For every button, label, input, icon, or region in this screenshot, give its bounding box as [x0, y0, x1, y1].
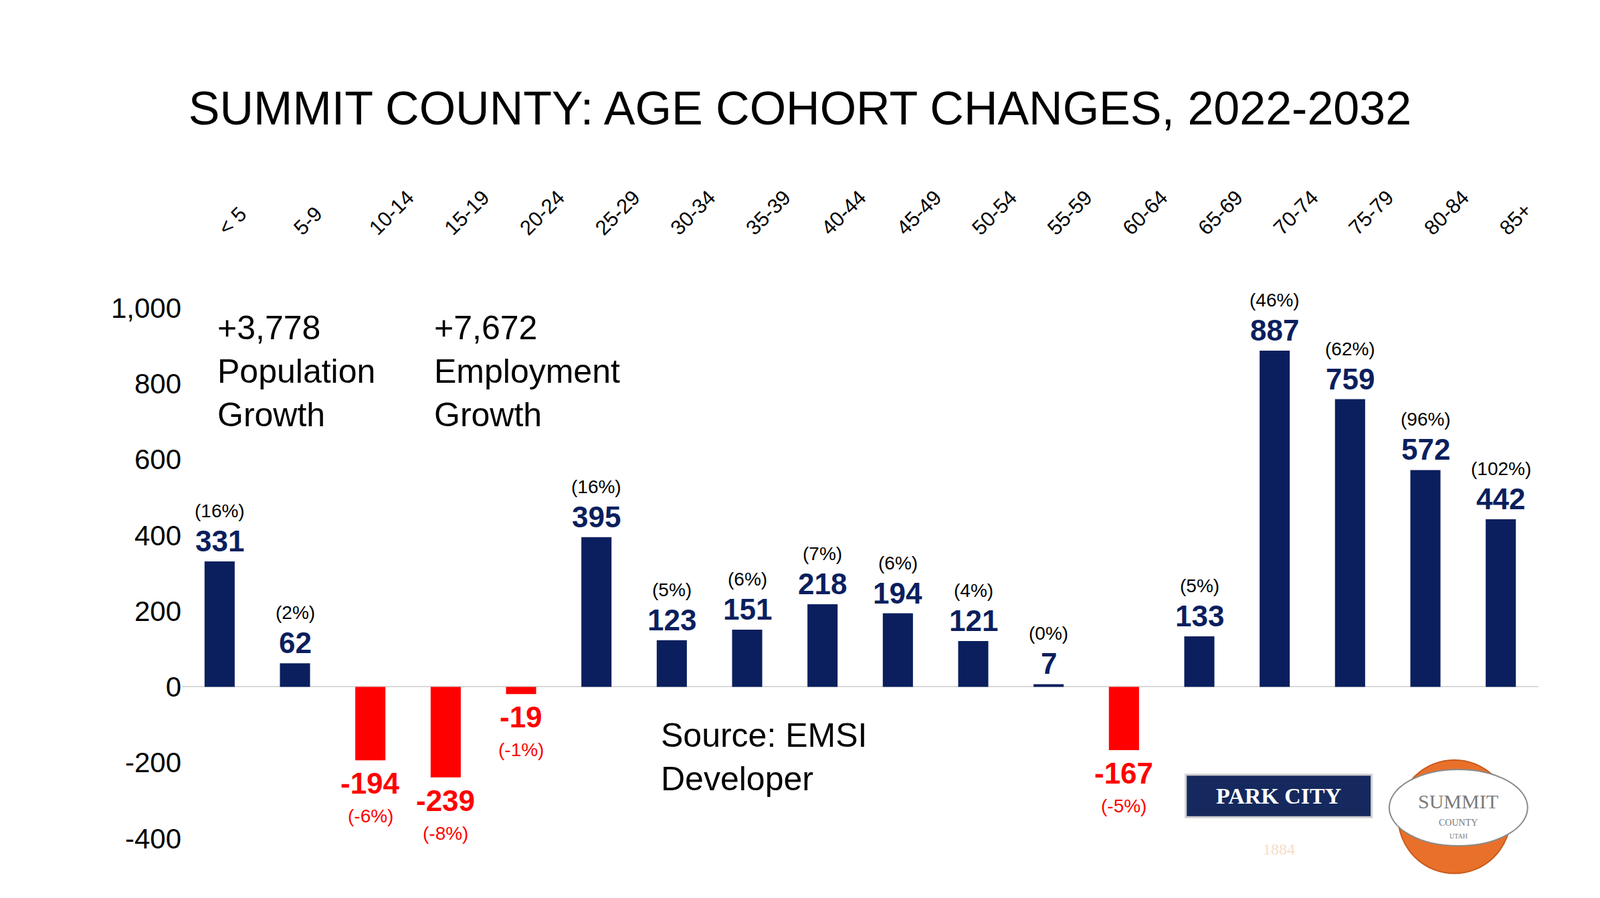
svg-text:(16%): (16%) — [571, 476, 622, 497]
svg-text:(6%): (6%) — [727, 568, 768, 590]
svg-text:(5%): (5%) — [652, 579, 692, 600]
svg-text:7: 7 — [1040, 646, 1057, 680]
svg-text:(6%): (6%) — [878, 552, 918, 574]
svg-text:(7%): (7%) — [802, 543, 843, 564]
svg-text:(4%): (4%) — [953, 579, 994, 601]
svg-text:85+: 85+ — [1494, 197, 1537, 240]
svg-text:400: 400 — [134, 519, 182, 552]
svg-text:50-54: 50-54 — [967, 185, 1022, 240]
svg-text:-400: -400 — [125, 822, 182, 855]
svg-text:151: 151 — [723, 592, 772, 626]
svg-text:194: 194 — [872, 576, 923, 610]
svg-text:395: 395 — [571, 500, 621, 534]
svg-text:-200: -200 — [125, 746, 182, 778]
svg-text:123: 123 — [647, 603, 697, 637]
svg-text:40-44: 40-44 — [816, 185, 871, 240]
svg-text:1884: 1884 — [1262, 840, 1295, 858]
svg-text:UTAH: UTAH — [1449, 832, 1468, 840]
svg-text:218: 218 — [797, 567, 847, 600]
svg-text:(-1%): (-1%) — [498, 739, 544, 760]
svg-text:(102%): (102%) — [1470, 458, 1532, 479]
svg-text:COUNTY: COUNTY — [1438, 817, 1478, 828]
svg-text:442: 442 — [1476, 482, 1526, 516]
svg-text:331: 331 — [195, 524, 245, 558]
svg-text:25-29: 25-29 — [590, 185, 645, 240]
svg-text:1,000: 1,000 — [111, 292, 182, 324]
svg-text:(-5%): (-5%) — [1101, 795, 1147, 817]
svg-text:< 5: < 5 — [213, 202, 251, 240]
svg-text:-167: -167 — [1094, 756, 1154, 790]
svg-text:45-49: 45-49 — [891, 185, 946, 240]
svg-text:+3,778PopulationGrowth: +3,778PopulationGrowth — [217, 309, 376, 434]
svg-text:600: 600 — [134, 443, 182, 475]
svg-text:30-34: 30-34 — [665, 185, 720, 240]
svg-text:SUMMIT COUNTY: AGE COHORT CHAN: SUMMIT COUNTY: AGE COHORT CHANGES, 2022-… — [188, 82, 1412, 135]
svg-text:62: 62 — [278, 626, 312, 659]
svg-text:65-69: 65-69 — [1193, 185, 1248, 240]
svg-text:Source: EMSIDeveloper: Source: EMSIDeveloper — [660, 716, 867, 798]
svg-text:(-6%): (-6%) — [347, 805, 394, 827]
svg-text:200: 200 — [134, 595, 182, 627]
svg-text:133: 133 — [1175, 599, 1225, 633]
svg-text:60-64: 60-64 — [1117, 185, 1172, 240]
svg-text:(2%): (2%) — [275, 602, 316, 623]
svg-text:-194: -194 — [340, 766, 400, 800]
svg-text:759: 759 — [1325, 362, 1375, 396]
svg-text:75-79: 75-79 — [1343, 185, 1398, 240]
svg-text:(46%): (46%) — [1249, 289, 1300, 311]
svg-text:572: 572 — [1401, 432, 1451, 466]
svg-text:+7,672EmploymentGrowth: +7,672EmploymentGrowth — [434, 309, 621, 434]
svg-text:(5%): (5%) — [1179, 575, 1220, 596]
svg-text:5-9: 5-9 — [288, 202, 327, 240]
svg-text:70-74: 70-74 — [1268, 185, 1324, 240]
svg-text:121: 121 — [949, 604, 998, 637]
svg-text:-19: -19 — [499, 700, 543, 734]
svg-text:(-8%): (-8%) — [422, 822, 469, 844]
svg-text:15-19: 15-19 — [439, 185, 494, 240]
svg-text:(0%): (0%) — [1028, 622, 1069, 644]
svg-text:(62%): (62%) — [1325, 338, 1376, 360]
svg-text:887: 887 — [1250, 313, 1299, 347]
svg-text:20-24: 20-24 — [515, 185, 570, 240]
svg-text:SUMMIT: SUMMIT — [1418, 789, 1499, 813]
svg-text:55-59: 55-59 — [1042, 185, 1097, 240]
svg-text:-239: -239 — [416, 783, 475, 817]
svg-text:800: 800 — [134, 367, 182, 400]
svg-text:80-84: 80-84 — [1419, 185, 1474, 240]
svg-text:35-39: 35-39 — [741, 185, 796, 240]
svg-text:0: 0 — [165, 670, 182, 703]
svg-text:(96%): (96%) — [1400, 408, 1451, 430]
svg-text:10-14: 10-14 — [364, 185, 419, 240]
svg-text:(16%): (16%) — [194, 500, 245, 522]
svg-text:PARK CITY: PARK CITY — [1216, 783, 1342, 809]
